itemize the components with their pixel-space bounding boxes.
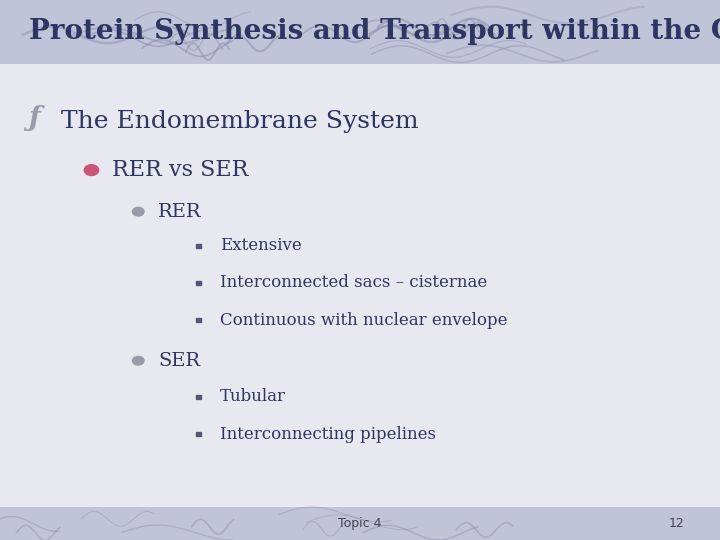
Bar: [196, 281, 202, 285]
Text: Topic 4: Topic 4: [338, 517, 382, 530]
Circle shape: [84, 165, 99, 176]
Text: RER vs SER: RER vs SER: [112, 159, 248, 181]
Text: Interconnecting pipelines: Interconnecting pipelines: [220, 426, 436, 443]
Circle shape: [132, 207, 144, 216]
Bar: [0, 507, 720, 540]
Text: 12: 12: [669, 517, 685, 530]
Text: Continuous with nuclear envelope: Continuous with nuclear envelope: [220, 312, 507, 329]
Text: Protein Synthesis and Transport within the Cell: Protein Synthesis and Transport within t…: [29, 18, 720, 45]
Bar: [196, 395, 202, 399]
Text: Tubular: Tubular: [220, 388, 286, 406]
Text: SER: SER: [158, 352, 201, 370]
Text: RER: RER: [158, 202, 202, 221]
Text: Interconnected sacs – cisternae: Interconnected sacs – cisternae: [220, 274, 487, 292]
Circle shape: [132, 356, 144, 365]
Text: Extensive: Extensive: [220, 237, 302, 254]
Bar: [196, 432, 202, 436]
Bar: [0, 0, 720, 64]
Text: The Endomembrane System: The Endomembrane System: [61, 110, 419, 133]
Text: ƒ: ƒ: [28, 105, 40, 132]
Bar: [196, 318, 202, 322]
Bar: [196, 244, 202, 248]
